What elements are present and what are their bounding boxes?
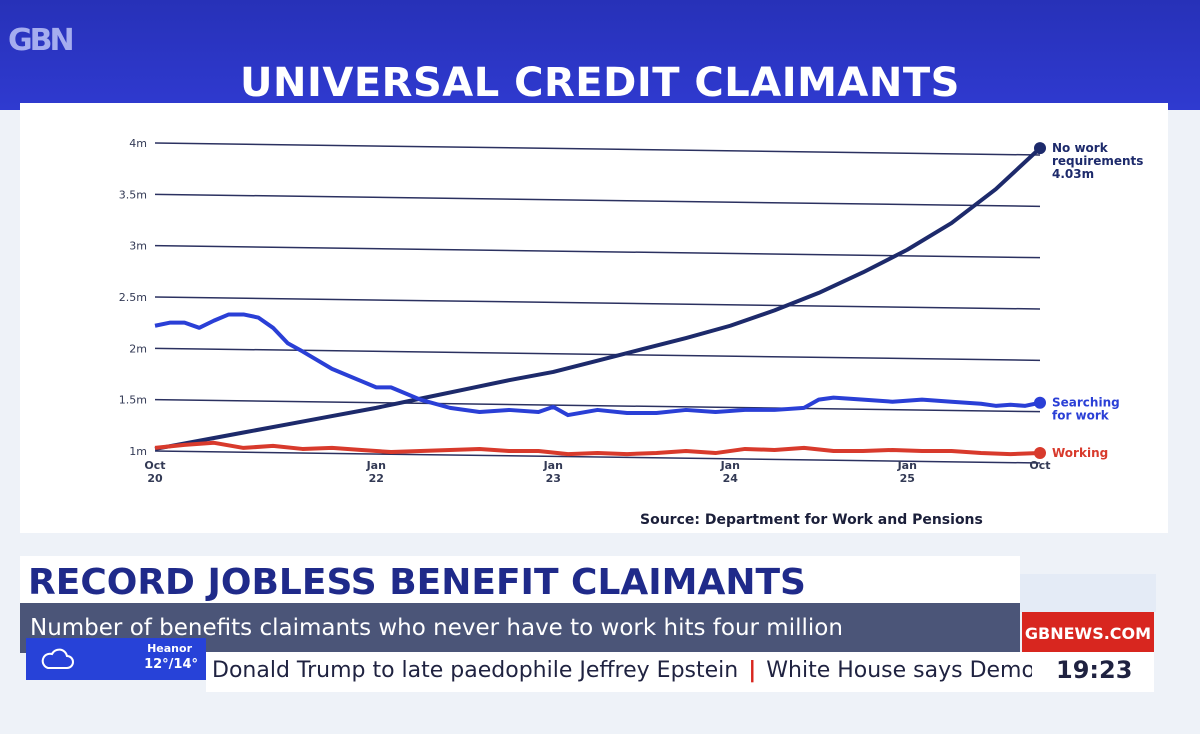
series-label: for work [1052,409,1110,423]
line-chart: 1m1.5m2m2.5m3m3.5m4mOct20Jan22Jan23Jan24… [119,137,1144,485]
brand-url-badge: GBNEWS.COM [1022,612,1154,656]
series-line-no-work-requirements [154,146,1042,451]
gridline [154,398,1041,413]
gridline [154,347,1041,362]
series-end-marker [1034,396,1046,409]
gridline [154,450,1041,464]
cloud-icon [41,648,74,669]
ticker-item: White House says Democr [766,658,1032,683]
weather-temperature: 12°/14° [144,657,198,672]
news-ticker: Donald Trump to late paedophile Jeffrey … [206,652,1032,692]
y-tick-label: 3m [129,240,147,253]
brand-panel [1020,574,1156,612]
subline: Number of benefits claimants who never h… [30,615,843,641]
x-tick-label: 25 [900,472,915,485]
gridline [154,296,1041,310]
y-tick-label: 4m [129,137,147,150]
gridline [154,193,1041,208]
headline-bar [20,556,1020,608]
weather-town: Heanor [147,642,192,655]
clock-panel [1032,652,1154,692]
y-tick-label: 2.5m [119,291,147,304]
headline: RECORD JOBLESS BENEFIT CLAIMANTS [28,562,806,603]
x-tick-label: Jan [543,459,563,472]
series-line-working [154,440,1041,457]
x-tick-label: Jan [897,459,917,472]
x-tick-label: 24 [723,472,739,485]
y-tick-label: 1.5m [119,394,147,407]
x-tick-label: Oct [1029,459,1050,472]
x-tick-label: Jan [366,459,386,472]
series-label: Working [1052,446,1108,460]
gridline [154,142,1041,156]
ticker-text: Donald Trump to late paedophile Jeffrey … [212,658,1032,683]
chart-panel: 1m 1.5m 2m 2.5m 3m 3.5m 4m Oct 20 Jan 22 Jan 23 Jan 24… [20,103,1168,533]
series-end-marker [1034,447,1046,460]
series-line-searching-for-work [154,312,1041,418]
y-tick-label: 2m [129,342,147,355]
ticker-item: Donald Trump to late paedophile Jeffrey … [212,658,739,683]
series-label: requirements [1052,154,1143,168]
x-tick-label: Jan [720,459,740,472]
x-tick-label: Oct [144,459,165,472]
x-tick-label: 22 [369,472,384,485]
clock: 19:23 [1056,656,1133,684]
y-tick-label: 1m [129,445,147,458]
y-tick-label: 3.5m [119,188,147,201]
graphic-title: UNIVERSAL CREDIT CLAIMANTS [240,60,960,106]
ticker-separator: | [748,658,757,683]
weather-widget: Heanor 12°/14° [26,638,206,680]
x-tick-label: 23 [546,472,561,485]
channel-logo: GBN [8,23,75,58]
series-label: 4.03m [1052,167,1094,181]
chart-source: Source: Department for Work and Pensions [640,512,983,528]
series-end-marker [1034,142,1046,155]
series-label: No work [1052,141,1109,155]
series-label: Searching [1052,396,1120,410]
x-tick-label: 20 [147,472,163,485]
